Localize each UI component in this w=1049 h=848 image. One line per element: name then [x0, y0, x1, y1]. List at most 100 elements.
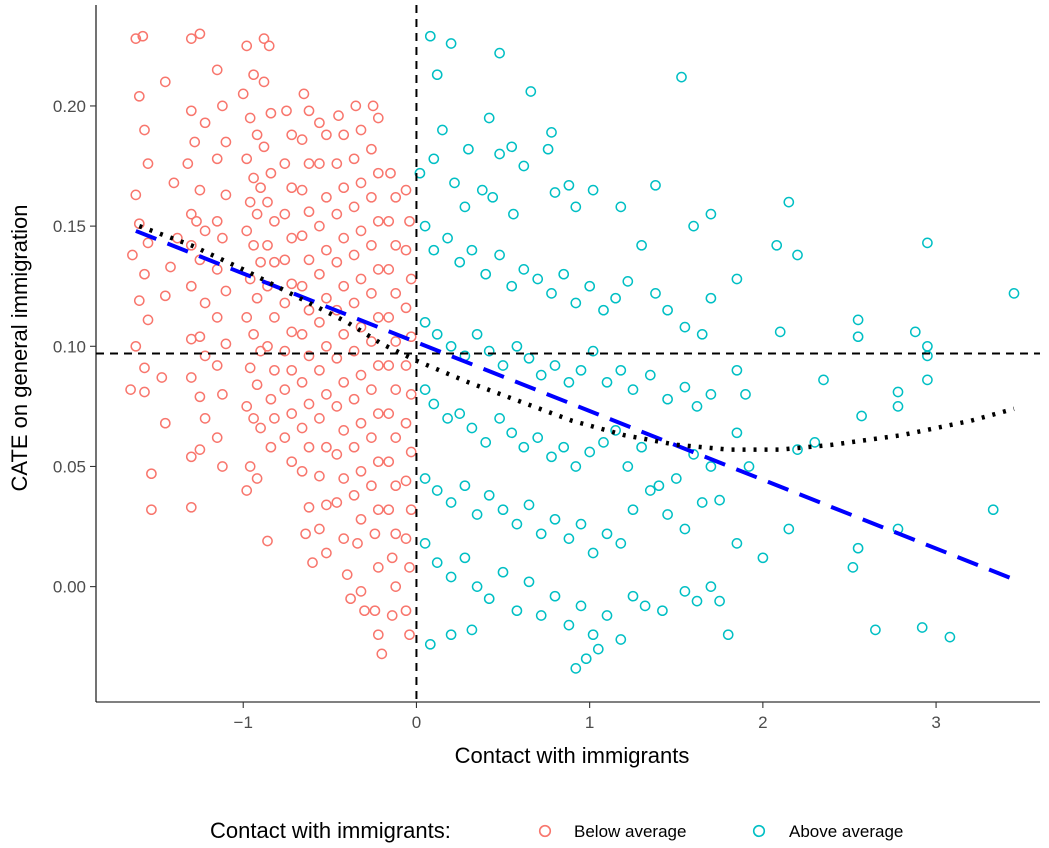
point-below-125	[296, 134, 308, 145]
point-above-90	[892, 401, 904, 412]
point-below-72	[251, 208, 263, 220]
point-below-68	[241, 153, 253, 165]
point-below-197	[348, 489, 360, 501]
x-tick-label-1: 0	[412, 713, 421, 732]
point-below-93	[265, 107, 277, 119]
point-below-77	[251, 292, 263, 304]
point-below-43	[194, 391, 206, 403]
y-axis-title: CATE on general immigration	[7, 205, 32, 492]
point-below-193	[348, 393, 360, 405]
point-above-148	[419, 538, 431, 549]
point-below-210	[366, 288, 377, 299]
point-below-137	[296, 422, 308, 434]
point-below-114	[286, 278, 298, 290]
point-below-156	[321, 441, 332, 453]
point-below-157	[314, 470, 325, 482]
point-above-87	[818, 374, 829, 386]
point-below-235	[383, 408, 395, 419]
point-above-115	[731, 427, 743, 439]
point-above-177	[592, 643, 604, 655]
point-below-135	[296, 376, 308, 388]
point-above-110	[636, 441, 647, 453]
point-below-152	[321, 340, 332, 352]
point-below-231	[383, 312, 395, 323]
point-below-204	[366, 143, 377, 155]
point-above-137	[662, 509, 673, 520]
point-below-107	[281, 105, 292, 117]
point-below-63	[241, 40, 253, 52]
point-below-99	[269, 256, 280, 268]
point-below-82	[251, 379, 263, 391]
point-below-103	[269, 364, 280, 376]
point-below-108	[286, 129, 298, 141]
point-below-32	[185, 208, 197, 220]
point-below-172	[338, 376, 350, 388]
point-below-239	[383, 504, 395, 516]
point-above-62	[922, 340, 933, 352]
point-above-5	[483, 112, 495, 124]
point-above-36	[442, 232, 453, 244]
point-above-80	[644, 369, 656, 381]
point-below-117	[279, 345, 291, 357]
point-above-13	[563, 179, 575, 191]
point-above-84	[705, 389, 717, 400]
point-above-10	[506, 141, 518, 153]
point-below-70	[255, 182, 266, 194]
point-below-213	[372, 360, 384, 371]
point-below-148	[321, 244, 332, 256]
point-above-68	[483, 345, 495, 357]
point-below-47	[185, 501, 197, 513]
point-below-1	[137, 30, 149, 42]
point-above-130	[563, 533, 575, 544]
point-above-42	[518, 264, 530, 275]
x-tick-label-4: 3	[931, 713, 940, 732]
point-below-54	[217, 232, 228, 244]
point-below-92	[258, 76, 270, 88]
point-below-150	[321, 292, 332, 304]
point-below-178	[338, 533, 350, 544]
point-above-172	[870, 624, 881, 636]
point-above-72	[535, 369, 547, 381]
point-below-109	[279, 158, 291, 169]
point-above-175	[570, 663, 582, 674]
point-below-33	[191, 215, 202, 227]
point-above-17	[518, 160, 530, 172]
point-below-90	[258, 33, 270, 44]
point-below-180	[345, 593, 356, 605]
legend: Contact with immigrants: Below average A…	[210, 818, 903, 843]
point-below-51	[211, 153, 223, 165]
point-below-173	[331, 401, 343, 412]
point-below-31	[194, 184, 206, 196]
point-above-142	[757, 552, 769, 564]
point-above-122	[459, 480, 471, 492]
point-below-209	[372, 264, 384, 275]
point-above-22	[570, 201, 582, 213]
point-above-166	[657, 605, 668, 617]
point-below-146	[321, 191, 332, 203]
point-above-127	[523, 499, 535, 511]
legend-label-above-average: Above average	[789, 822, 903, 841]
point-below-10	[133, 295, 145, 306]
point-above-107	[598, 437, 609, 448]
legend-key-below-average	[538, 824, 552, 838]
point-above-121	[445, 497, 457, 508]
point-above-76	[587, 345, 599, 357]
point-below-240	[390, 528, 402, 540]
point-below-131	[296, 280, 308, 292]
point-above-7	[428, 153, 440, 165]
point-below-11	[142, 314, 154, 326]
point-below-165	[331, 208, 343, 220]
point-above-93	[419, 384, 431, 395]
point-above-1	[445, 38, 457, 49]
point-above-156	[523, 576, 535, 588]
point-below-118	[286, 364, 298, 376]
point-above-11	[546, 127, 557, 138]
point-below-226	[390, 191, 402, 203]
point-above-44	[546, 288, 557, 299]
point-above-64	[431, 328, 443, 340]
point-below-215	[372, 408, 384, 419]
point-below-53	[211, 215, 223, 227]
point-below-75	[255, 256, 266, 268]
point-below-206	[366, 191, 377, 203]
point-above-53	[662, 304, 673, 316]
